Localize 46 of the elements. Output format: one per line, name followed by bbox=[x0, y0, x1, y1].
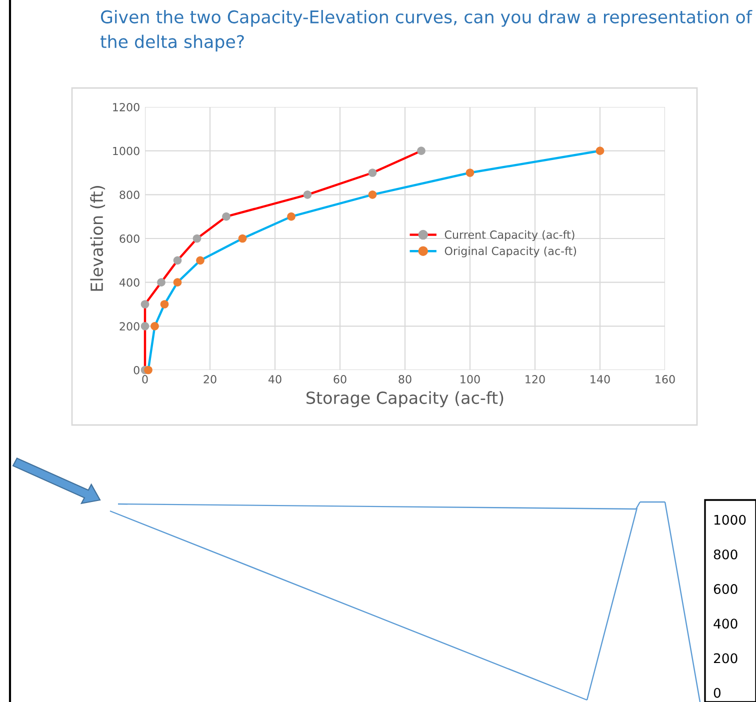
point bbox=[173, 256, 182, 265]
point bbox=[287, 212, 296, 221]
y-tick-label: 600 bbox=[120, 234, 140, 243]
text: 1000 bbox=[714, 514, 746, 525]
point bbox=[303, 190, 312, 199]
point bbox=[140, 300, 150, 308]
y-tick-label: 0 bbox=[134, 366, 140, 374]
legend-label: Original Capacity (ac-ft) bbox=[444, 246, 576, 258]
y-tick-label: 800 bbox=[120, 190, 140, 200]
text: 800 bbox=[714, 549, 738, 560]
text: 200 bbox=[714, 653, 738, 664]
point bbox=[466, 168, 474, 177]
x-tick-label: 80 bbox=[398, 375, 412, 384]
text: 0 bbox=[714, 688, 721, 698]
point bbox=[157, 278, 166, 286]
y-tick-label: 1000 bbox=[113, 146, 140, 156]
point bbox=[160, 300, 169, 308]
y-tick-label: 1200 bbox=[113, 102, 140, 112]
x-tick-label: 60 bbox=[334, 375, 346, 384]
chart-title: Given the two Capacity-Elevation curves, can you draw a representation of the delta shape? bbox=[100, 10, 752, 52]
point bbox=[368, 190, 377, 199]
y-axis-title: Elevation (ft) bbox=[90, 186, 106, 291]
x-tick-label: 140 bbox=[590, 375, 610, 384]
point bbox=[144, 366, 152, 374]
x-tick-label: 20 bbox=[204, 375, 216, 384]
x-tick-label: 160 bbox=[656, 375, 675, 384]
point bbox=[417, 146, 426, 155]
x-tick-label: 0 bbox=[142, 375, 148, 384]
legend-label: Current Capacity (ac-ft) bbox=[444, 230, 574, 241]
point bbox=[192, 234, 202, 243]
y-tick-label: 400 bbox=[119, 278, 140, 287]
point bbox=[238, 234, 247, 243]
point bbox=[173, 278, 182, 286]
text: 600 bbox=[714, 584, 738, 594]
x-tick-label: 40 bbox=[268, 375, 282, 384]
point bbox=[150, 322, 159, 330]
point bbox=[368, 168, 377, 177]
point bbox=[596, 146, 604, 155]
point bbox=[196, 256, 204, 265]
point bbox=[222, 212, 230, 221]
x-axis-title: Storage Capacity (ac-ft) bbox=[306, 391, 504, 408]
x-tick-label: 100 bbox=[460, 375, 480, 384]
y-tick-label: 200 bbox=[120, 322, 140, 331]
x-tick-label: 120 bbox=[526, 375, 545, 384]
text: 400 bbox=[714, 618, 738, 629]
point bbox=[140, 322, 150, 330]
